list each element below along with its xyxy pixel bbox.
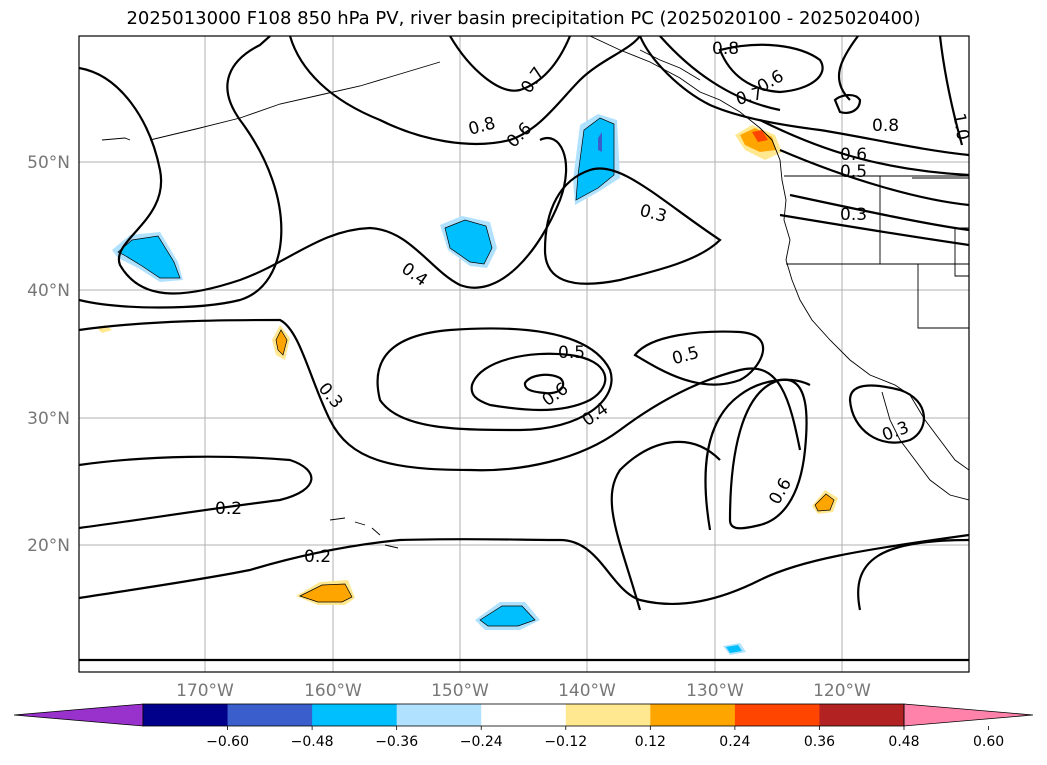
lon-label: 160°W <box>304 681 362 701</box>
contour-label: 0.8 <box>712 39 739 59</box>
contour-label: 0.2 <box>215 499 242 519</box>
colorbar-tick-label: −0.12 <box>544 734 587 750</box>
colorbar-segment <box>481 704 567 726</box>
contour-label: 0.2 <box>304 547 331 567</box>
colorbar-tick-label: 0.12 <box>635 734 666 750</box>
colorbar-tick-label: −0.60 <box>206 734 249 750</box>
colorbar: −0.60 −0.48 −0.36 −0.24 −0.12 0.12 0.24 0.36 0.4… <box>13 703 1034 750</box>
colorbar-tick-label: −0.24 <box>460 734 503 750</box>
colorbar-tick-label: 0.60 <box>973 734 1004 750</box>
contour-label: 0.5 <box>840 162 867 182</box>
contour-label: 0.8 <box>872 116 899 136</box>
colorbar-tick-label: 0.24 <box>719 734 750 750</box>
colorbar-segment <box>227 704 313 726</box>
lon-label: 170°W <box>176 681 234 701</box>
colorbar-tick-label: 0.36 <box>804 734 835 750</box>
precip-outlines <box>117 117 835 627</box>
colorbar-segment <box>650 704 736 726</box>
contour-label: 1.0 <box>948 112 972 142</box>
map-area <box>79 36 969 672</box>
contour-label: 0.5 <box>558 343 585 363</box>
colorbar-segment <box>819 704 905 726</box>
map-frame <box>78 35 970 673</box>
lat-label: 30°N <box>27 409 70 429</box>
pv-contours <box>79 36 969 662</box>
lat-label: 50°N <box>27 153 70 173</box>
colorbar-segment <box>734 704 820 726</box>
colorbar-segment <box>143 704 229 726</box>
contour-label: 0.6 <box>840 145 867 165</box>
colorbar-segment <box>565 704 651 726</box>
latitude-labels: 50°N 40°N 30°N 20°N <box>27 153 70 556</box>
lat-label: 40°N <box>27 281 70 301</box>
lat-label: 20°N <box>27 536 70 556</box>
lon-label: 150°W <box>431 681 489 701</box>
colorbar-segment <box>396 704 482 726</box>
gridlines <box>79 36 969 672</box>
longitude-labels: 170°W 160°W 150°W 140°W 130°W 120°W <box>176 681 871 701</box>
colorbar-tick-label: 0.48 <box>888 734 919 750</box>
colorbar-extend-low <box>13 703 144 727</box>
lon-label: 140°W <box>558 681 616 701</box>
colorbar-segment <box>312 704 398 726</box>
colorbar-tick-label: −0.48 <box>291 734 334 750</box>
contour-label: 0.3 <box>840 205 867 225</box>
colorbar-extend-high <box>903 703 1034 727</box>
colorbar-frame <box>142 703 905 727</box>
lon-label: 120°W <box>813 681 871 701</box>
lon-label: 130°W <box>686 681 744 701</box>
colorbar-tick-label: −0.36 <box>375 734 418 750</box>
precip-shading <box>97 114 838 655</box>
figure-title: 2025013000 F108 850 hPa PV, river basin … <box>126 8 921 29</box>
